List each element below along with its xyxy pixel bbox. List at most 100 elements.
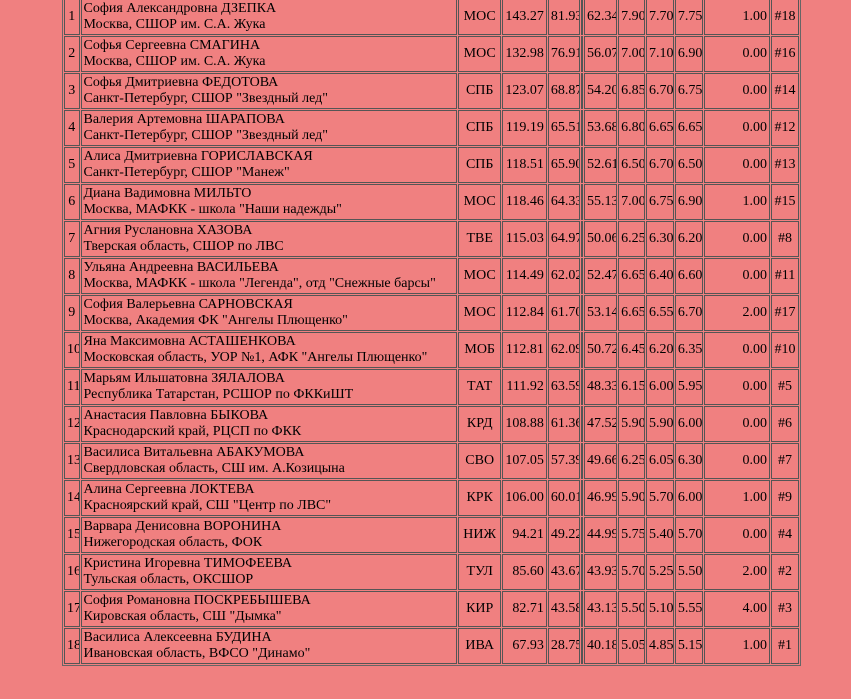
- region: ИВА: [457, 628, 502, 664]
- component-2: 5.25: [645, 554, 674, 590]
- start-number: #10: [771, 332, 799, 368]
- skater-name: Софья Сергеевна СМАГИНА: [83, 38, 261, 53]
- component-3: 5.15: [674, 628, 703, 664]
- technical-score: 62.02: [547, 258, 580, 294]
- spacer-cell: [580, 406, 583, 442]
- skater-club: Ивановская область, ВФСО "Динамо": [83, 646, 311, 661]
- result-row: 2 Софья Сергеевна СМАГИНА Москва, СШОР им.…: [64, 36, 799, 72]
- skater-club: Красноярский край, СШ "Центр по ЛВС": [83, 498, 332, 513]
- component-1: 7.00: [618, 184, 645, 220]
- component-2: 5.40: [645, 517, 674, 553]
- deductions: 4.00: [703, 591, 771, 627]
- technical-score: 49.22: [547, 517, 580, 553]
- technical-score: 81.93: [547, 0, 580, 35]
- component-score: 52.61: [584, 147, 618, 183]
- result-row: 12Анастасия Павловна БЫКОВАКраснодарский…: [64, 406, 799, 442]
- skater-club: Москва, МАФКК - школа "Наши надежды": [83, 202, 342, 217]
- component-1: 5.90: [618, 480, 645, 516]
- result-row: 5 Алиса Дмитриевна ГОРИСЛАВСКАЯ Санкт-Пете…: [64, 147, 799, 183]
- technical-score: 62.09: [547, 332, 580, 368]
- skater-name: Агния Руслановна ХАЗОВА: [83, 223, 253, 238]
- skater-name: Софья Дмитриевна ФЕДОТОВА: [83, 75, 279, 90]
- skater-name: Диана Вадимовна МИЛЬТО: [83, 186, 252, 201]
- component-2: 6.75: [645, 184, 674, 220]
- skater: София Валерьевна САРНОВСКАЯ Москва, Акаде…: [80, 295, 457, 331]
- component-3: 6.70: [674, 295, 703, 331]
- component-3: 6.20: [674, 221, 703, 257]
- total-score: 107.05: [502, 443, 547, 479]
- skater-club: Москва, МАФКК - школа "Легенда", отд "Сн…: [83, 276, 436, 291]
- component-3: 6.00: [674, 406, 703, 442]
- skater: Агния Руслановна ХАЗОВА Тверская область,…: [80, 221, 457, 257]
- total-score: 108.88: [502, 406, 547, 442]
- skater-name: Анастасия Павловна БЫКОВА: [83, 408, 269, 423]
- component-2: 7.70: [645, 0, 674, 35]
- skater-club: Свердловская область, СШ им. А.Козицына: [83, 461, 345, 476]
- skater-name: Алина Сергеевна ЛОКТЕВА: [83, 482, 255, 497]
- table-body: 1 София Александровна ДЗЕПКА Москва, СШОР …: [64, 0, 799, 664]
- spacer-cell: [580, 628, 583, 664]
- skater-club: Кировская область, СШ "Дымка": [83, 609, 282, 624]
- result-row: 6 Диана Вадимовна МИЛЬТО Москва, МАФКК - ш…: [64, 184, 799, 220]
- technical-score: 68.87: [547, 73, 580, 109]
- skater-club: Санкт-Петербург, СШОР "Звездный лед": [83, 128, 329, 143]
- component-2: 6.00: [645, 369, 674, 405]
- rank: 3: [64, 73, 80, 109]
- component-1: 5.90: [618, 406, 645, 442]
- start-number: #6: [771, 406, 799, 442]
- spacer-cell: [580, 258, 583, 294]
- deductions: 0.00: [703, 332, 771, 368]
- component-3: 6.90: [674, 184, 703, 220]
- technical-score: 61.70: [547, 295, 580, 331]
- component-3: 7.75: [674, 0, 703, 35]
- spacer-cell: [580, 73, 583, 109]
- component-3: 6.60: [674, 258, 703, 294]
- result-row: 15Варвара Денисовна ВОРОНИНАНижегородска…: [64, 517, 799, 553]
- component-2: 5.90: [645, 406, 674, 442]
- region: МОС: [457, 295, 502, 331]
- total-score: 143.27: [502, 0, 547, 35]
- start-number: #9: [771, 480, 799, 516]
- technical-score: 43.67: [547, 554, 580, 590]
- component-2: 6.30: [645, 221, 674, 257]
- technical-score: 28.75: [547, 628, 580, 664]
- deductions: 0.00: [703, 110, 771, 146]
- rank: 10: [64, 332, 80, 368]
- component-3: 6.75: [674, 73, 703, 109]
- total-score: 118.51: [502, 147, 547, 183]
- spacer-cell: [580, 0, 583, 35]
- total-score: 67.93: [502, 628, 547, 664]
- start-number: #3: [771, 591, 799, 627]
- rank: 12: [64, 406, 80, 442]
- skater-name: Ульяна Андреевна ВАСИЛЬЕВА: [83, 260, 279, 275]
- total-score: 119.19: [502, 110, 547, 146]
- result-row: 1 София Александровна ДЗЕПКА Москва, СШОР …: [64, 0, 799, 35]
- skater-name: София Валерьевна САРНОВСКАЯ: [83, 297, 293, 312]
- region: СПБ: [457, 147, 502, 183]
- rank: 2: [64, 36, 80, 72]
- deductions: 0.00: [703, 221, 771, 257]
- component-1: 6.45: [618, 332, 645, 368]
- total-score: 123.07: [502, 73, 547, 109]
- technical-score: 65.90: [547, 147, 580, 183]
- spacer-cell: [580, 517, 583, 553]
- spacer-cell: [580, 110, 583, 146]
- component-1: 6.65: [618, 258, 645, 294]
- total-score: 111.92: [502, 369, 547, 405]
- region: МОС: [457, 258, 502, 294]
- component-score: 53.68: [584, 110, 618, 146]
- component-3: 6.65: [674, 110, 703, 146]
- component-1: 7.00: [618, 36, 645, 72]
- component-2: 5.70: [645, 480, 674, 516]
- start-number: #15: [771, 184, 799, 220]
- region: ТУЛ: [457, 554, 502, 590]
- region: ТВЕ: [457, 221, 502, 257]
- skater: София Александровна ДЗЕПКА Москва, СШОР и…: [80, 0, 457, 35]
- technical-score: 64.97: [547, 221, 580, 257]
- skater-name: Василиса Алексеевна БУДИНА: [83, 630, 272, 645]
- start-number: #13: [771, 147, 799, 183]
- spacer-cell: [580, 480, 583, 516]
- deductions: 0.00: [703, 517, 771, 553]
- region: ТАТ: [457, 369, 502, 405]
- rank: 11: [64, 369, 80, 405]
